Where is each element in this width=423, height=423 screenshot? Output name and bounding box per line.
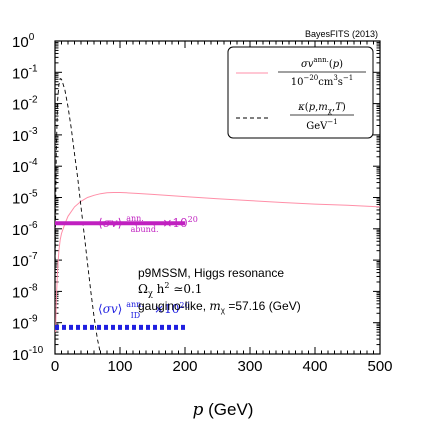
- y-tick-labels: 100 10-1 10-2 10-3 10-4 10-5 10-6 10-7 10-8 10-9 1…: [12, 32, 44, 364]
- id-annotation: ⟨σv⟩ ann. ID ×1020: [98, 296, 190, 321]
- info-line3: gaugino-like, mχ =57.16 (GeV): [138, 299, 301, 315]
- y-tick-label: 10-10: [12, 345, 44, 364]
- abund-annotation: ⟨σv⟩ ann. abund. ×1020: [98, 210, 198, 235]
- y-tick-label: 100: [12, 32, 35, 51]
- y-tick-label: 10-6: [12, 220, 38, 239]
- legend-sigma-numerator: σvann.(p): [301, 56, 343, 70]
- series-kappa-line: [54, 77, 101, 355]
- series-sigma-v-line: [55, 192, 381, 333]
- y-tick-label: 10-7: [12, 251, 38, 270]
- info-line1: p9MSSM, Higgs resonance: [138, 266, 284, 280]
- info-line2: Ωχ h2 ≃0.1: [138, 281, 202, 298]
- y-tick-label: 10-1: [12, 63, 38, 82]
- credit-label: BayesFITS (2013): [305, 29, 378, 39]
- y-tick-label: 10-9: [12, 314, 38, 333]
- y-tick-label: 10-5: [12, 189, 38, 208]
- y-tick-label: 10-2: [12, 95, 38, 114]
- x-tick-labels: 0 100 200 300 400 500: [51, 358, 393, 375]
- x-tick-label: 100: [107, 358, 132, 375]
- legend-sigma-denominator: 10−20cm3s−1: [291, 74, 354, 88]
- x-tick-label: 200: [172, 358, 197, 375]
- y-tick-label: 10-3: [12, 126, 38, 145]
- legend-kappa-numerator: κ(p,mχ,T): [297, 102, 346, 115]
- legend: σvann.(p) 10−20cm3s−1 κ(p,mχ,T) GeV−1: [227, 46, 374, 139]
- x-axis-label: p (GeV): [193, 400, 254, 420]
- x-tick-label: 400: [302, 358, 327, 375]
- x-tick-label: 500: [367, 358, 392, 375]
- y-tick-label: 10-4: [12, 157, 38, 176]
- x-tick-label: 0: [51, 358, 59, 375]
- axis-ticks: [54, 40, 381, 355]
- x-tick-label: 300: [237, 358, 262, 375]
- legend-kappa-denominator: GeV−1: [306, 118, 337, 132]
- y-tick-label: 10-8: [12, 282, 38, 301]
